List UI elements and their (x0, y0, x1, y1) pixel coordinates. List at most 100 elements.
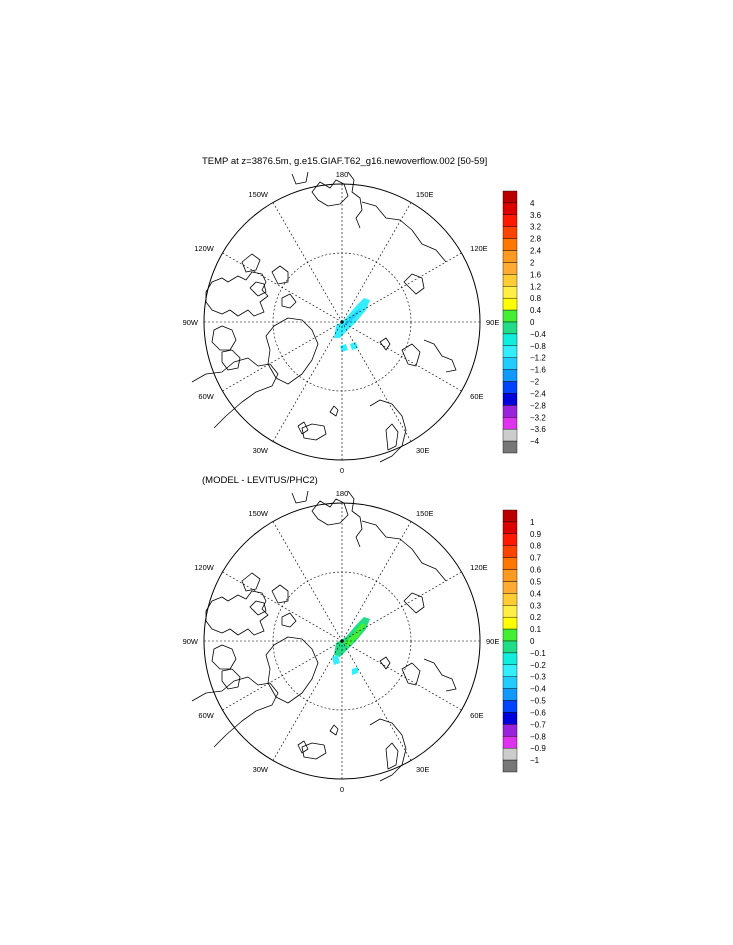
meridian (341, 640, 462, 711)
colorbar-swatch (502, 262, 518, 275)
colorbar-label: −3.2 (530, 413, 546, 422)
colorbar-swatch (502, 381, 518, 394)
colorbar-swatch (502, 417, 518, 430)
colorbar-swatch (502, 557, 518, 570)
colorbar-swatch (502, 759, 518, 773)
colorbar-swatch (502, 652, 518, 666)
longitude-label: 60E (470, 711, 483, 720)
colorbar-swatch (502, 286, 518, 299)
longitude-label: 120E (470, 244, 488, 253)
longitude-label: 150E (416, 190, 434, 199)
longitude-label: 30W (253, 446, 269, 455)
colorbar-label: −0.3 (530, 673, 546, 682)
colorbar-swatch (502, 700, 518, 713)
field-patch (344, 623, 366, 647)
colorbar-label: 4 (530, 199, 535, 208)
meridian (341, 252, 462, 323)
meridian (341, 202, 412, 323)
colorbar-swatch (502, 250, 518, 263)
colorbar-swatch (502, 569, 518, 582)
meridian (222, 252, 343, 323)
colorbar-label: −1 (530, 756, 540, 765)
meridian (222, 321, 343, 392)
map-panel-2: (MODEL - LEVITUS/PHC2) 180 150E 120E 90E 60E 3… (183, 475, 547, 794)
colorbar-label: 0.9 (530, 530, 542, 539)
colorbar-swatch (502, 712, 518, 725)
panel-title: TEMP at z=3876.5m, g.e15.GIAF.T62_g16.ne… (202, 156, 487, 167)
meridian (341, 321, 462, 392)
colorbar-label: −0.6 (530, 708, 546, 717)
meridian (272, 521, 343, 642)
colorbar-label: 2 (530, 258, 535, 267)
colorbar-swatch (502, 428, 518, 442)
colorbar-swatch (502, 226, 518, 239)
longitude-label: 90E (486, 318, 499, 327)
colorbar-label: 0.7 (530, 554, 542, 563)
longitude-label: 180 (336, 489, 349, 498)
colorbar-label: 1.2 (530, 282, 542, 291)
field-shading (332, 617, 370, 675)
longitude-label: 0 (340, 785, 344, 794)
colorbar-swatch (502, 369, 518, 382)
colorbar-swatch (502, 664, 518, 677)
colorbar-swatch (502, 238, 518, 251)
colorbar-label: −0.7 (530, 720, 546, 729)
longitude-label: 30W (253, 765, 269, 774)
longitude-label: 0 (340, 466, 344, 475)
colorbar-label: 3.2 (530, 223, 542, 232)
meridian (341, 640, 412, 761)
colorbar-swatch (502, 345, 518, 358)
longitude-label: 120E (470, 563, 488, 572)
meridian (272, 202, 343, 323)
longitude-label: 90W (183, 637, 199, 646)
field-patch (332, 655, 340, 665)
colorbar-label: −1.6 (530, 366, 546, 375)
map-boundary (203, 502, 481, 780)
colorbar-label: −2.8 (530, 401, 546, 410)
longitude-label: 60E (470, 392, 483, 401)
colorbar-label: −0.4 (530, 685, 546, 694)
colorbar-label: −0.8 (530, 732, 546, 741)
field-shading (334, 298, 370, 352)
colorbar-swatch (502, 747, 518, 761)
meridian (272, 321, 343, 442)
colorbar-swatch (502, 533, 518, 546)
colorbar-swatch (502, 581, 518, 594)
colorbar-label: −4 (530, 437, 540, 446)
colorbar-label: 1.6 (530, 270, 542, 279)
colorbar-label: 3.6 (530, 211, 542, 220)
longitude-label: 30E (416, 765, 429, 774)
colorbar-label: −0.5 (530, 697, 546, 706)
longitude-label: 90W (183, 318, 199, 327)
colorbar-swatch (502, 274, 518, 287)
colorbar-label: 0 (530, 637, 535, 646)
longitude-label: 150W (248, 190, 269, 199)
colorbar-label: −2 (530, 378, 540, 387)
coastline (191, 171, 457, 463)
colorbar-label: 0.5 (530, 577, 542, 586)
colorbar-swatch (502, 440, 518, 454)
colorbar-label: 0.6 (530, 566, 542, 575)
colorbar-swatch (502, 214, 518, 227)
colorbar-swatch (502, 321, 518, 335)
colorbar-swatch (502, 509, 518, 523)
colorbar-swatch (502, 297, 518, 311)
meridian (222, 640, 343, 711)
colorbar-swatch (502, 190, 518, 204)
colorbar-swatch (502, 676, 518, 689)
map-panel-1: TEMP at z=3876.5m, g.e15.GIAF.T62_g16.ne… (183, 156, 547, 475)
colorbar-swatch (502, 521, 518, 535)
map-boundary (203, 183, 481, 461)
colorbar-label: 2.8 (530, 235, 542, 244)
colorbar-swatch (502, 202, 518, 216)
meridian (341, 521, 412, 642)
colorbar-label: 0.4 (530, 589, 542, 598)
panel-title: (MODEL - LEVITUS/PHC2) (202, 475, 318, 486)
colorbar-label: 1 (530, 518, 535, 527)
colorbar-swatch (502, 724, 518, 737)
meridian (341, 571, 462, 642)
colorbar-swatch (502, 628, 518, 642)
colorbar-label: −2.4 (530, 389, 546, 398)
colorbar-label: −0.4 (530, 330, 546, 339)
